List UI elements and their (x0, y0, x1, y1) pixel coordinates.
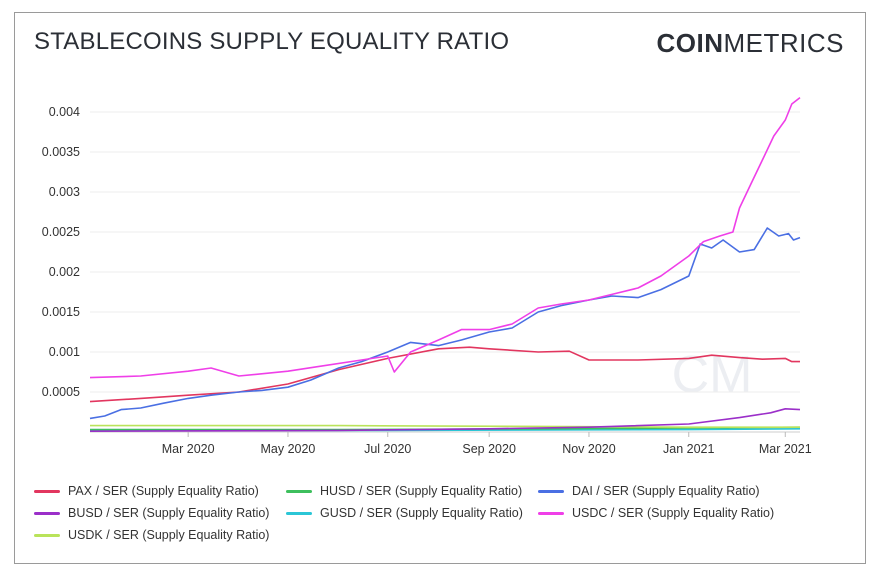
legend-label: USDC / SER (Supply Equality Ratio) (572, 506, 775, 520)
legend-swatch (286, 511, 312, 515)
brand-logo-light: METRICS (723, 28, 844, 58)
legend-item[interactable]: USDC / SER (Supply Equality Ratio) (538, 506, 774, 520)
legend-item[interactable]: HUSD / SER (Supply Equality Ratio) (286, 484, 522, 498)
legend-item[interactable]: PAX / SER (Supply Equality Ratio) (34, 484, 259, 498)
x-tick-label: May 2020 (260, 442, 315, 456)
x-tick-label: Mar 2020 (162, 442, 215, 456)
legend-item[interactable]: DAI / SER (Supply Equality Ratio) (538, 484, 760, 498)
series-line-busd (89, 408, 801, 432)
legend-swatch (34, 533, 60, 537)
x-tick-label: Sep 2020 (462, 442, 516, 456)
series-line-usdk (90, 424, 800, 428)
x-tick-label: Nov 2020 (562, 442, 616, 456)
y-tick-label: 0.0025 (42, 225, 80, 239)
legend-label: GUSD / SER (Supply Equality Ratio) (320, 506, 523, 520)
legend-swatch (538, 511, 564, 515)
y-tick-label: 0.0035 (42, 145, 80, 159)
y-tick-label: 0.004 (49, 105, 80, 119)
line-chart: CM0.00050.0010.00150.0020.00250.0030.003… (42, 96, 812, 456)
legend-label: USDK / SER (Supply Equality Ratio) (68, 528, 270, 542)
x-tick-label: Jul 2020 (364, 442, 411, 456)
legend-swatch (34, 489, 60, 493)
y-tick-label: 0.001 (49, 345, 80, 359)
y-tick-label: 0.003 (49, 185, 80, 199)
legend-label: PAX / SER (Supply Equality Ratio) (68, 484, 259, 498)
legend-label: DAI / SER (Supply Equality Ratio) (572, 484, 760, 498)
legend-label: BUSD / SER (Supply Equality Ratio) (68, 506, 270, 520)
y-tick-label: 0.002 (49, 265, 80, 279)
series-line-usdc (89, 96, 801, 379)
chart-frame (14, 12, 866, 564)
x-tick-label: Jan 2021 (663, 442, 714, 456)
legend-swatch (34, 511, 60, 515)
legend-swatch (538, 489, 564, 493)
legend-swatch (286, 489, 312, 493)
legend-item[interactable]: GUSD / SER (Supply Equality Ratio) (286, 506, 523, 520)
legend-label: HUSD / SER (Supply Equality Ratio) (320, 484, 523, 498)
brand-logo-bold: COIN (656, 28, 724, 58)
brand-logo: COINMETRICS (657, 28, 845, 59)
y-tick-label: 0.0015 (42, 305, 80, 319)
y-tick-label: 0.0005 (42, 385, 80, 399)
legend-item[interactable]: USDK / SER (Supply Equality Ratio) (34, 528, 269, 542)
x-tick-label: Mar 2021 (759, 442, 812, 456)
series-line-pax (89, 346, 800, 403)
chart-title: STABLECOINS SUPPLY EQUALITY RATIO (34, 28, 510, 55)
legend-item[interactable]: BUSD / SER (Supply Equality Ratio) (34, 506, 269, 520)
series-line-dai (89, 227, 801, 420)
